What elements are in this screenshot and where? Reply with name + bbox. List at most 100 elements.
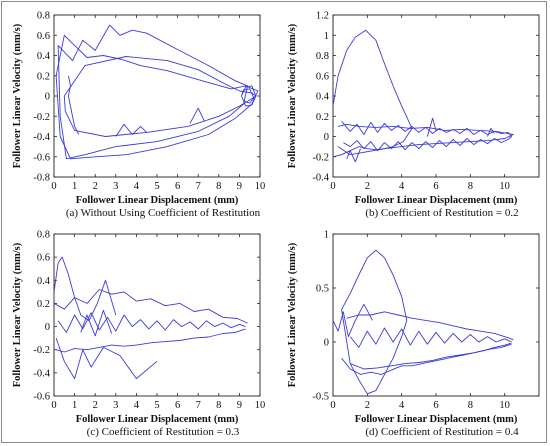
x-tick-label: 8 [468, 400, 473, 411]
series-line [57, 24, 249, 160]
x-tick-label: 6 [175, 400, 180, 411]
series-line [55, 34, 259, 160]
y-tick-label: 0.4 [316, 92, 330, 103]
y-tick-label: 0.4 [37, 51, 51, 62]
series-line [341, 342, 512, 375]
y-axis-label: Follower Linear Velocity (mm/s) [12, 242, 23, 387]
x-tick-label: 7 [196, 400, 201, 411]
series-line [57, 312, 246, 333]
x-tick-label: 8 [216, 181, 221, 192]
subfigure-caption: (d) Coefficient of Restitution = 0.4 [365, 426, 519, 438]
x-tick-label: 9 [237, 400, 242, 411]
y-tick-label: 0.5 [316, 284, 329, 295]
series-line [80, 309, 113, 337]
series-line [487, 127, 495, 137]
y-tick-label: -0.5 [312, 392, 329, 403]
y-tick-label: -0.6 [33, 152, 50, 163]
series-line [341, 121, 512, 152]
x-tick-label: 7 [196, 181, 201, 192]
x-tick-label: 6 [433, 400, 438, 411]
y-tick-label: 0.8 [316, 51, 329, 62]
series-line [241, 85, 257, 107]
x-axis-label: Follower Linear Displacement (mm) [76, 414, 239, 425]
subfigure-caption: (b) Coefficient of Restitution = 0.2 [365, 207, 518, 219]
x-tick-label: 3 [113, 181, 118, 192]
x-tick-label: 4 [399, 400, 405, 411]
x-tick-label: 0 [330, 181, 335, 192]
x-axis-label: Follower Linear Displacement (mm) [355, 414, 518, 425]
x-tick-label: 1 [72, 400, 77, 411]
y-tick-label: 0.2 [316, 112, 329, 123]
x-tick-label: 9 [237, 181, 242, 192]
series-line [189, 107, 205, 124]
y-axis-label: Follower Linear Velocity (mm/s) [287, 242, 298, 387]
y-tick-label: -0.4 [312, 173, 329, 184]
series-line [426, 117, 437, 137]
y-tick-label: -0.6 [33, 392, 50, 403]
x-tick-label: 2 [365, 181, 370, 192]
x-axis-label: Follower Linear Displacement (mm) [355, 195, 518, 206]
y-tick-label: -0.4 [33, 368, 50, 379]
y-tick-label: 0.2 [37, 71, 50, 82]
y-tick-label: -0.2 [312, 152, 329, 163]
series-line [332, 303, 373, 338]
x-tick-label: 10 [499, 400, 510, 411]
x-tick-label: 4 [399, 181, 405, 192]
subfigure-caption: (c) Coefficient of Restitution = 0.3 [87, 426, 240, 438]
series-line [53, 289, 248, 324]
x-tick-label: 3 [113, 400, 118, 411]
y-tick-label: 0.6 [316, 71, 329, 82]
x-tick-label: 4 [134, 181, 140, 192]
x-tick-label: 10 [499, 181, 510, 192]
y-tick-label: 0.8 [37, 230, 50, 241]
x-tick-label: 5 [154, 400, 159, 411]
y-tick-label: 1 [324, 31, 329, 42]
series-line [349, 327, 512, 348]
series-line [332, 29, 413, 158]
subfigure-caption: (a) Without Using Coefficient of Restitu… [66, 207, 261, 219]
y-axis-label: Follower Linear Velocity (mm/s) [12, 23, 23, 168]
x-tick-label: 4 [134, 400, 140, 411]
x-axis-label: Follower Linear Displacement (mm) [76, 195, 239, 206]
y-tick-label: 0 [45, 92, 50, 103]
plot-frame-c [53, 233, 261, 397]
y-tick-label: -0.8 [33, 173, 50, 184]
x-tick-label: 8 [216, 400, 221, 411]
y-tick-label: 0.4 [37, 276, 51, 287]
series-line [53, 256, 117, 322]
series-line [350, 343, 512, 370]
series-line [337, 123, 514, 156]
series-line [346, 148, 361, 163]
series-line [341, 249, 408, 395]
y-tick-label: -0.4 [33, 132, 50, 143]
series-line [67, 75, 80, 135]
y-tick-label: 0.6 [37, 31, 50, 42]
y-tick-label: -0.2 [33, 345, 50, 356]
series-line [55, 328, 246, 353]
y-tick-label: 0 [324, 338, 329, 349]
x-tick-label: 8 [468, 181, 473, 192]
x-tick-label: 0 [51, 400, 56, 411]
series-line [55, 337, 158, 380]
series-line [63, 56, 257, 137]
x-tick-label: 5 [154, 181, 159, 192]
y-tick-label: 0 [324, 132, 329, 143]
y-tick-label: 0 [45, 322, 50, 333]
x-tick-label: 2 [93, 400, 98, 411]
x-tick-label: 6 [175, 181, 180, 192]
x-tick-label: 6 [433, 181, 438, 192]
y-tick-label: 1.2 [316, 11, 329, 22]
x-tick-label: 10 [255, 400, 266, 411]
y-tick-label: 0.2 [37, 299, 50, 310]
series-line [346, 311, 514, 341]
y-axis-label: Follower Linear Velocity (mm/s) [287, 23, 298, 168]
x-tick-label: 0 [330, 400, 335, 411]
x-tick-label: 1 [72, 181, 77, 192]
y-tick-label: 1 [324, 230, 329, 241]
y-tick-label: 0.6 [37, 253, 50, 264]
x-tick-label: 2 [365, 400, 370, 411]
y-tick-label: -0.2 [33, 112, 50, 123]
plot-frame-a [53, 14, 261, 178]
